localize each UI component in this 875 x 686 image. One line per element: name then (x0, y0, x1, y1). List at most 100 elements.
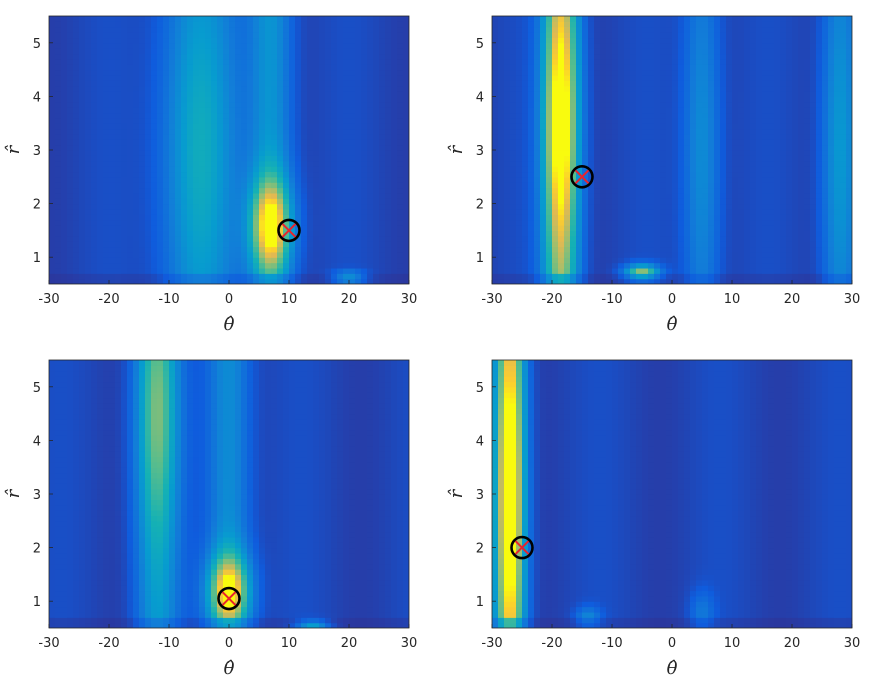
heatmap-cell (115, 235, 122, 242)
heatmap-cell (582, 192, 589, 199)
heatmap-cell (127, 160, 134, 167)
heatmap-cell (193, 85, 200, 92)
heatmap-cell (558, 203, 565, 210)
heatmap-cell (373, 192, 380, 199)
heatmap-cell (534, 112, 541, 119)
heatmap-cell (301, 176, 308, 183)
heatmap-cell (498, 192, 505, 199)
heatmap-cell (504, 139, 511, 146)
heatmap-cell (672, 176, 679, 183)
heatmap-cell (307, 241, 314, 248)
heatmap-cell (672, 112, 679, 119)
heatmap-cell (85, 241, 92, 248)
heatmap-cell (367, 198, 374, 205)
heatmap-cell (708, 278, 715, 284)
heatmap-cell (379, 107, 386, 114)
heatmap-cell (97, 144, 104, 151)
heatmap-cell (115, 112, 122, 119)
heatmap-cell (79, 187, 86, 194)
heatmap-cell (61, 48, 68, 55)
heatmap-cell (504, 257, 511, 264)
heatmap-cell (510, 246, 517, 253)
heatmap-cell (576, 166, 583, 173)
heatmap-cell (403, 80, 409, 87)
heatmap-cell (403, 139, 409, 146)
heatmap-cell (636, 225, 643, 231)
heatmap-cell (648, 219, 655, 226)
heatmap-cell (690, 117, 697, 124)
heatmap-cell (253, 117, 260, 124)
heatmap-cell (307, 198, 314, 205)
heatmap-cell (720, 133, 727, 140)
heatmap-cell (109, 198, 116, 205)
heatmap-cell (91, 257, 98, 264)
heatmap-cell (564, 176, 571, 183)
heatmap-cell (504, 74, 511, 81)
heatmap-cell (127, 26, 134, 33)
heatmap-cell (397, 128, 404, 135)
heatmap-cell (145, 21, 152, 28)
heatmap-cell (540, 58, 547, 65)
heatmap-cell (73, 273, 80, 280)
heatmap-cell (391, 16, 398, 22)
heatmap-cell (151, 203, 158, 210)
heatmap-cell (241, 246, 248, 253)
heatmap-cell (235, 74, 242, 81)
heatmap-cell (295, 192, 302, 199)
heatmap-cell (612, 208, 619, 215)
heatmap-cell (79, 144, 86, 151)
heatmap-cell (97, 112, 104, 119)
heatmap-cell (199, 26, 206, 33)
heatmap-cell (127, 69, 134, 76)
heatmap-cell (672, 219, 679, 226)
heatmap-cell (720, 160, 727, 167)
heatmap-cell (145, 139, 152, 146)
heatmap-cell (199, 128, 206, 135)
heatmap-cell (355, 187, 362, 194)
heatmap-cell (522, 155, 529, 162)
heatmap-cell (516, 241, 523, 248)
heatmap-cell (91, 166, 98, 173)
heatmap-cell (666, 101, 673, 108)
heatmap-cell (684, 101, 691, 108)
heatmap-cell (349, 48, 356, 55)
heatmap-cell (187, 230, 194, 237)
heatmap-cell (283, 16, 290, 22)
heatmap-cell (636, 16, 643, 22)
heatmap-cell (630, 21, 637, 28)
heatmap-cell (708, 273, 715, 280)
heatmap-cell (684, 182, 691, 189)
heatmap-cell (169, 203, 176, 210)
heatmap-cell (618, 53, 625, 60)
heatmap-cell (277, 133, 284, 140)
heatmap-cell (630, 230, 637, 237)
heatmap-cell (714, 257, 721, 264)
heatmap-cell (133, 139, 140, 146)
heatmap-cell (558, 128, 565, 135)
heatmap-cell (115, 21, 122, 28)
heatmap-cell (397, 53, 404, 60)
heatmap-cell (181, 80, 188, 87)
heatmap-cell (576, 235, 583, 242)
heatmap-cell (678, 26, 685, 33)
heatmap-cell (271, 246, 278, 253)
heatmap-cell (612, 192, 619, 199)
heatmap-cell (582, 182, 589, 189)
heatmap-cell (253, 166, 260, 173)
heatmap-cell (642, 16, 649, 22)
heatmap-cell (367, 80, 374, 87)
heatmap-cell (271, 21, 278, 28)
heatmap-cell (241, 91, 248, 97)
heatmap-cell (67, 192, 74, 199)
heatmap-cell (570, 214, 577, 221)
heatmap-cell (289, 112, 296, 119)
heatmap-cell (229, 123, 236, 130)
heatmap-cell (391, 230, 398, 237)
heatmap-cell (325, 85, 332, 92)
heatmap-cell (385, 150, 392, 156)
heatmap-cell (349, 139, 356, 146)
heatmap-cell (181, 155, 188, 162)
heatmap-cell (175, 187, 182, 194)
heatmap-cell (660, 80, 667, 87)
heatmap-cell (654, 251, 661, 258)
